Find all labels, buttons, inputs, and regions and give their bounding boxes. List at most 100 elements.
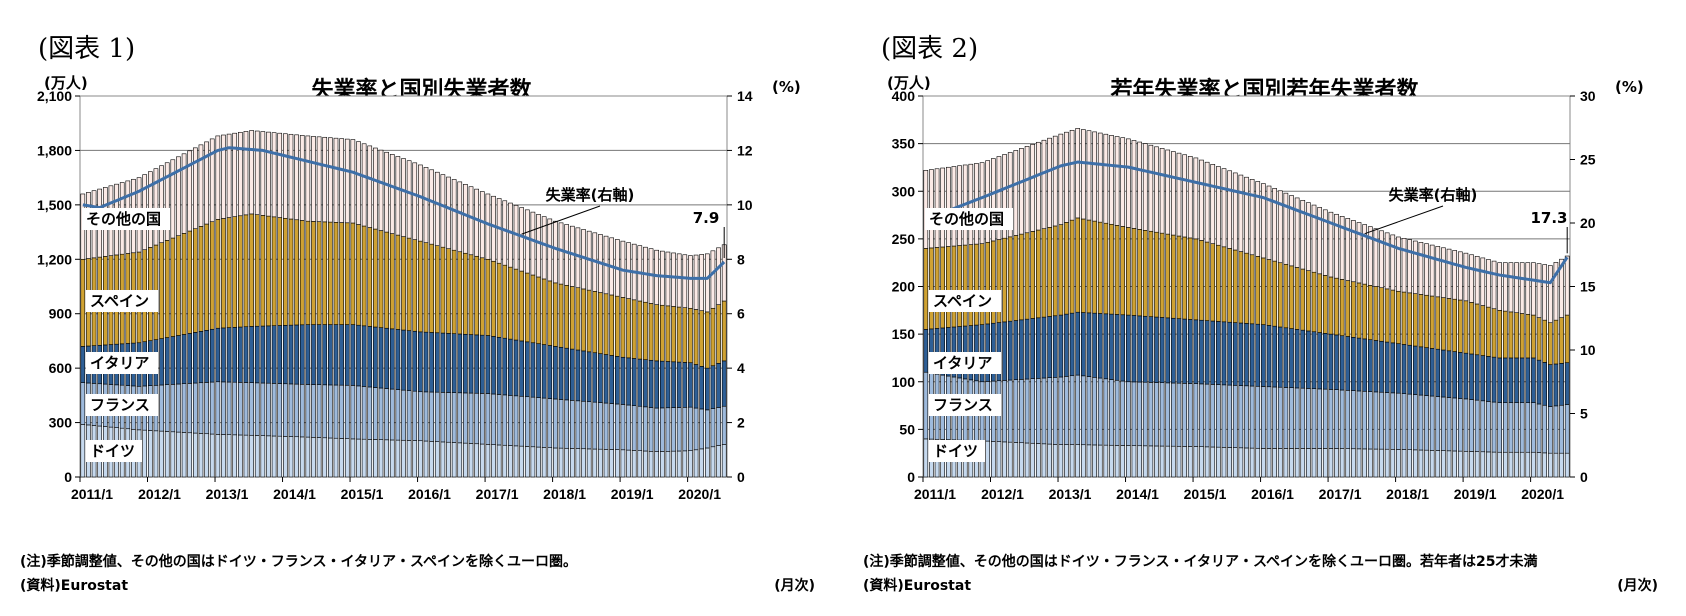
- bar-segment: [395, 234, 401, 330]
- bar-segment: [1064, 222, 1069, 315]
- bar-segment: [704, 409, 710, 449]
- series-label: イタリア: [929, 352, 1001, 374]
- chart-note: (注)季節調整値、その他の国はドイツ・フランス・イタリア・スペインを除くユーロ圏…: [20, 554, 577, 570]
- bar-segment: [1564, 362, 1570, 405]
- bar-segment: [1165, 445, 1171, 478]
- bar-segment: [945, 166, 951, 247]
- bar-segment: [659, 360, 665, 409]
- bar-segment: [406, 390, 412, 441]
- y-tick-label: 2,100: [37, 88, 72, 104]
- bar-segment: [1424, 395, 1429, 451]
- bar-segment: [1092, 377, 1097, 446]
- bar-segment: [1311, 271, 1317, 333]
- bar-segment: [1345, 336, 1351, 391]
- bar-segment: [502, 394, 508, 446]
- y-tick-label: 1,200: [37, 251, 72, 267]
- bar-segment: [564, 447, 569, 478]
- bar-segment: [654, 451, 659, 478]
- bar-segment: [581, 400, 586, 450]
- bar-segment: [305, 384, 311, 438]
- bar-segment: [569, 448, 575, 478]
- bar-segment: [1097, 313, 1103, 379]
- bar-segment: [693, 254, 699, 310]
- bar-segment: [491, 393, 496, 445]
- bar-segment: [1300, 329, 1306, 389]
- bar-segment: [209, 433, 215, 478]
- y-tick-label: 100: [892, 374, 916, 390]
- bar-segment: [339, 384, 344, 439]
- bar-segment: [238, 215, 243, 328]
- bar-segment: [626, 357, 631, 406]
- bar-segment: [671, 361, 676, 408]
- bar-segment: [502, 200, 508, 266]
- bar-segment: [283, 217, 288, 326]
- bar-segment: [243, 434, 249, 478]
- bar-segment: [1441, 396, 1446, 451]
- bar-segment: [361, 325, 367, 387]
- bar-segment: [541, 344, 547, 399]
- bar-segment: [1469, 353, 1474, 400]
- bar-segment: [1463, 352, 1469, 400]
- bar-segment: [1232, 322, 1238, 386]
- bar-segment: [350, 139, 356, 224]
- bar-segment: [1109, 135, 1114, 225]
- bar-segment: [1114, 379, 1120, 446]
- bar-segment: [446, 441, 451, 478]
- bar-segment: [1435, 396, 1441, 451]
- y-tick-label: 300: [49, 415, 73, 431]
- bar-segment: [204, 433, 209, 478]
- bar-segment: [1412, 394, 1418, 451]
- bar-segment: [1311, 331, 1317, 389]
- bar-segment: [991, 441, 996, 478]
- bar-segment: [271, 435, 277, 478]
- bar-segment: [659, 304, 665, 362]
- bar-segment: [446, 176, 451, 250]
- bar-segment: [1075, 311, 1081, 376]
- bar-segment: [1384, 232, 1390, 290]
- bar-segment: [333, 437, 339, 478]
- bar-segment: [1424, 449, 1429, 478]
- bar-segment: [1176, 152, 1182, 237]
- x-tick-label: 2016/1: [1251, 486, 1294, 502]
- bar-segment: [238, 326, 243, 383]
- y2-tick-label: 10: [737, 197, 753, 213]
- bar-segment: [1103, 444, 1109, 478]
- bar-segment: [1159, 382, 1165, 447]
- right-axis-unit: (%): [772, 78, 801, 96]
- bar-segment: [412, 239, 418, 332]
- bar-segment: [631, 358, 637, 406]
- bar-segment: [603, 354, 609, 404]
- bar-segment: [581, 288, 586, 352]
- bar-segment: [1435, 450, 1441, 478]
- bar-segment: [1171, 382, 1176, 447]
- bar-segment: [451, 179, 457, 251]
- bar-segment: [1502, 310, 1508, 359]
- bar-segment: [985, 440, 991, 478]
- bar-segment: [260, 215, 266, 327]
- bar-segment: [1508, 451, 1514, 478]
- bar-segment: [322, 437, 328, 478]
- bar-segment: [1317, 448, 1322, 478]
- bar-segment: [176, 156, 181, 236]
- bar-segment: [721, 300, 727, 362]
- bar-segment: [721, 405, 727, 445]
- bar-segment: [204, 141, 209, 225]
- bar-segment: [193, 332, 198, 384]
- bar-segment: [1075, 374, 1081, 445]
- bar-segment: [496, 394, 502, 446]
- bar-segment: [553, 398, 558, 449]
- bar-segment: [1131, 140, 1137, 229]
- bar-segment: [1193, 446, 1199, 478]
- bar-segment: [1058, 314, 1064, 378]
- bar-segment: [170, 384, 176, 433]
- bar-segment: [1334, 334, 1339, 390]
- bar-segment: [1294, 448, 1300, 478]
- bar-segment: [204, 223, 209, 331]
- bar-segment: [1064, 376, 1069, 445]
- bar-segment: [1216, 166, 1221, 246]
- bar-segment: [1351, 281, 1356, 338]
- bar-segment: [1221, 168, 1227, 248]
- bar-segment: [1176, 445, 1182, 478]
- bar-segment: [704, 447, 710, 478]
- bar-segment: [384, 439, 389, 478]
